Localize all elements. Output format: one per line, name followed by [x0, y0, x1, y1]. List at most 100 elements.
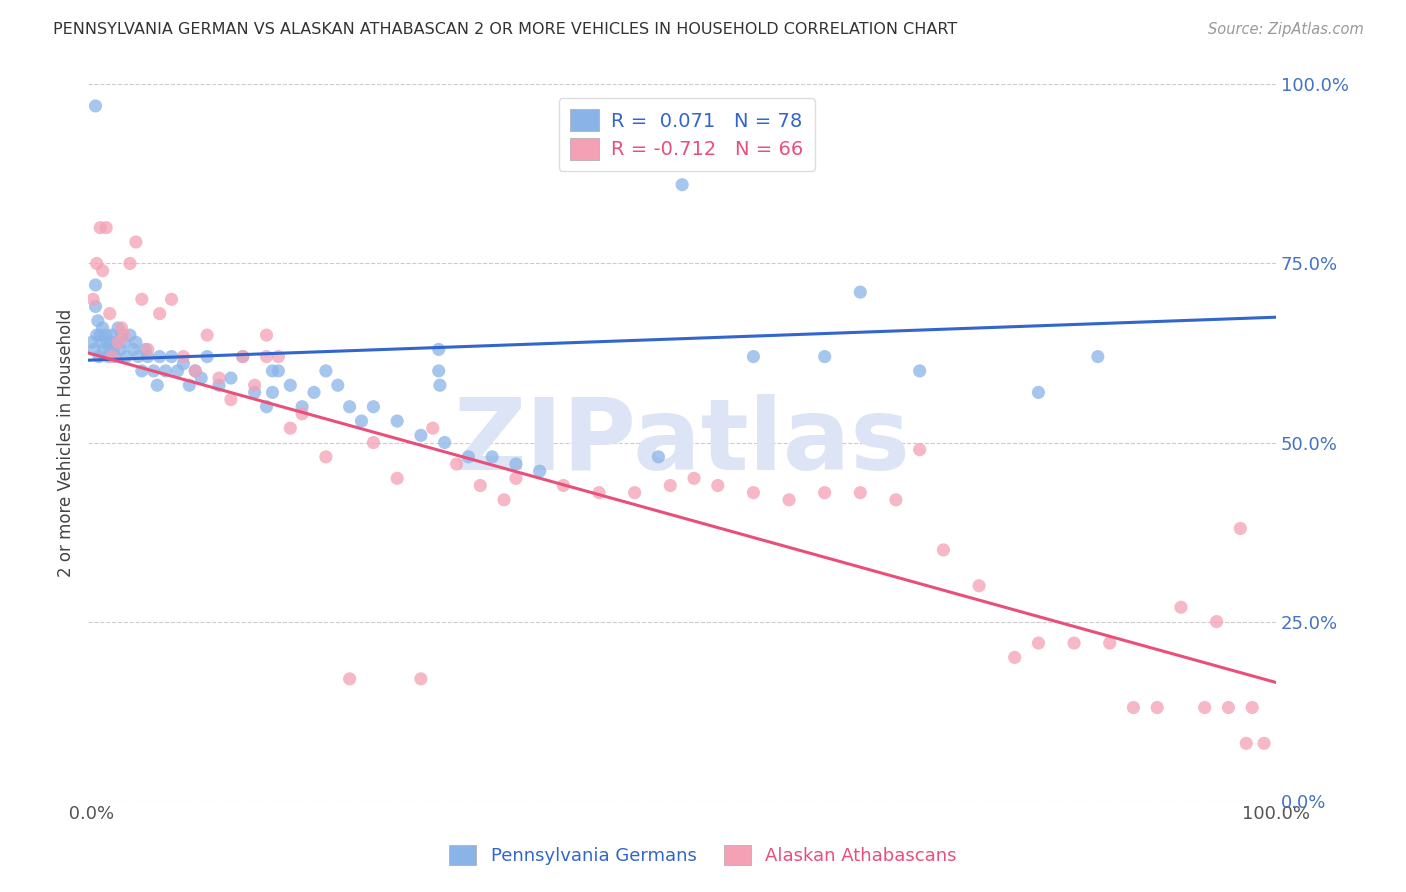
Point: [1205, 615, 1227, 629]
Point: [91, 321, 114, 335]
Point: [363, 435, 385, 450]
Point: [142, 364, 165, 378]
Point: [96, 220, 118, 235]
Point: [136, 343, 159, 357]
Point: [967, 579, 990, 593]
Point: [84, 99, 107, 113]
Point: [659, 478, 682, 492]
Point: [172, 357, 194, 371]
Point: [1098, 636, 1121, 650]
Point: [149, 350, 172, 364]
Point: [814, 350, 837, 364]
Text: PENNSYLVANIA GERMAN VS ALASKAN ATHABASCAN 2 OR MORE VEHICLES IN HOUSEHOLD CORREL: PENNSYLVANIA GERMAN VS ALASKAN ATHABASCA…: [53, 22, 957, 37]
Point: [160, 350, 183, 364]
Point: [83, 343, 105, 357]
Point: [267, 364, 290, 378]
Point: [553, 478, 575, 492]
Point: [683, 471, 706, 485]
Point: [103, 343, 125, 357]
Point: [339, 400, 361, 414]
Y-axis label: 2 or more Vehicles in Household: 2 or more Vehicles in Household: [58, 309, 75, 576]
Point: [1253, 736, 1275, 750]
Point: [315, 364, 337, 378]
Point: [134, 343, 156, 357]
Point: [104, 335, 127, 350]
Point: [623, 485, 645, 500]
Point: [385, 471, 408, 485]
Point: [232, 350, 254, 364]
Point: [184, 364, 207, 378]
Point: [97, 350, 120, 364]
Point: [470, 478, 492, 492]
Point: [427, 343, 450, 357]
Point: [588, 485, 610, 500]
Point: [849, 285, 872, 300]
Point: [778, 492, 800, 507]
Point: [110, 343, 132, 357]
Point: [87, 314, 110, 328]
Point: [1004, 650, 1026, 665]
Point: [409, 428, 432, 442]
Point: [96, 328, 118, 343]
Point: [111, 321, 134, 335]
Point: [1170, 600, 1192, 615]
Point: [647, 450, 669, 464]
Point: [1234, 736, 1257, 750]
Point: [315, 450, 337, 464]
Legend: Pennsylvania Germans, Alaskan Athabascans: Pennsylvania Germans, Alaskan Athabascan…: [441, 838, 965, 872]
Point: [149, 307, 172, 321]
Point: [125, 335, 148, 350]
Point: [111, 328, 134, 343]
Point: [87, 350, 110, 364]
Point: [118, 256, 141, 270]
Point: [278, 421, 301, 435]
Point: [262, 385, 284, 400]
Point: [1146, 700, 1168, 714]
Point: [505, 471, 527, 485]
Point: [291, 407, 314, 421]
Point: [101, 350, 124, 364]
Point: [481, 450, 503, 464]
Point: [115, 350, 138, 364]
Point: [267, 350, 290, 364]
Point: [1028, 385, 1050, 400]
Point: [146, 378, 169, 392]
Point: [184, 364, 207, 378]
Point: [101, 328, 124, 343]
Point: [90, 335, 112, 350]
Point: [98, 343, 121, 357]
Point: [131, 364, 153, 378]
Point: [84, 277, 107, 292]
Point: [350, 414, 373, 428]
Point: [742, 350, 765, 364]
Point: [1087, 350, 1109, 364]
Point: [814, 485, 837, 500]
Point: [707, 478, 730, 492]
Point: [409, 672, 432, 686]
Point: [107, 335, 129, 350]
Point: [908, 364, 931, 378]
Point: [291, 400, 314, 414]
Point: [433, 435, 456, 450]
Point: [278, 378, 301, 392]
Point: [80, 335, 103, 350]
Point: [884, 492, 907, 507]
Point: [1241, 700, 1264, 714]
Point: [302, 385, 325, 400]
Point: [93, 343, 115, 357]
Point: [112, 335, 135, 350]
Point: [86, 328, 108, 343]
Point: [849, 485, 872, 500]
Point: [671, 178, 693, 192]
Point: [172, 350, 194, 364]
Point: [195, 328, 218, 343]
Point: [1063, 636, 1085, 650]
Point: [385, 414, 408, 428]
Point: [208, 371, 231, 385]
Point: [122, 343, 145, 357]
Point: [91, 263, 114, 277]
Point: [127, 350, 149, 364]
Point: [100, 335, 122, 350]
Point: [82, 293, 104, 307]
Point: [107, 321, 129, 335]
